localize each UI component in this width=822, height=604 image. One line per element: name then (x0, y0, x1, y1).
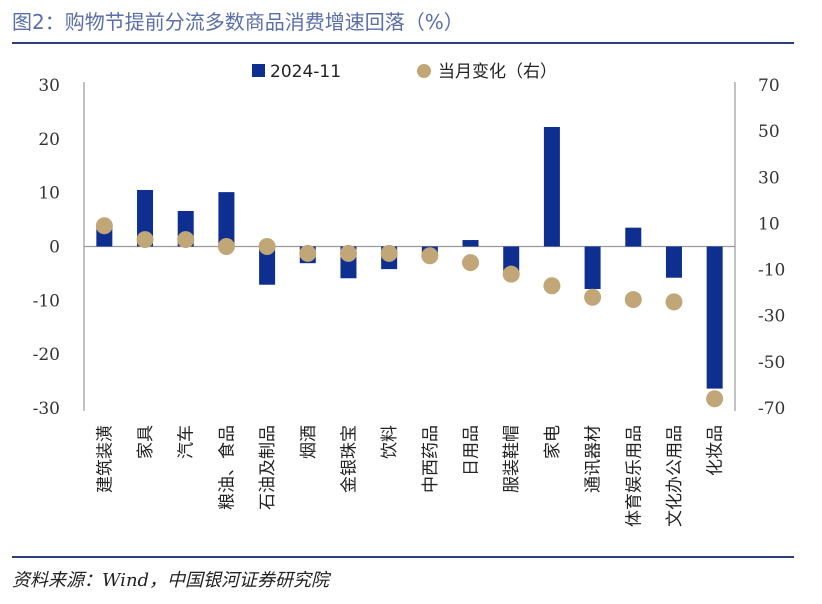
category-label: 汽车 (177, 425, 197, 459)
bar-13 (625, 227, 642, 247)
dot-12 (584, 288, 602, 306)
bar-11 (543, 126, 560, 247)
category-label: 化妆品 (706, 425, 726, 476)
dot-3 (217, 238, 235, 255)
dot-9 (462, 254, 480, 272)
bar-9 (462, 240, 479, 247)
left-tick-label: 20 (38, 130, 60, 150)
category-label: 体育娱乐用品 (624, 425, 644, 527)
legend: 2024-11 当月变化（右） (252, 62, 557, 82)
dot-10 (502, 265, 520, 283)
bar-12 (584, 246, 601, 290)
source-note: 资料来源：Wind，中国银河证券研究院 (12, 570, 330, 591)
dot-11 (543, 277, 561, 295)
dot-7 (380, 244, 398, 262)
left-tick-label: -20 (33, 345, 60, 365)
legend-dot-label: 当月变化（右） (438, 62, 557, 82)
right-tick-label: 30 (758, 168, 780, 188)
tick-labels: 30 20 10 0 -10 -20 -30 70 50 30 10 -10 -30 -50 -70 (33, 76, 786, 419)
bar-14 (665, 246, 682, 278)
bar-10 (503, 246, 520, 272)
legend-bar-label: 2024-11 (270, 62, 341, 82)
dot-8 (421, 247, 439, 265)
dot-5 (299, 244, 317, 262)
right-tick-label: 50 (758, 122, 780, 142)
bar-4 (259, 246, 276, 285)
source-rule (12, 556, 794, 558)
left-tick-label: 30 (38, 76, 60, 96)
dot-13 (624, 291, 642, 309)
category-label: 粮油、食品 (217, 425, 237, 510)
dot-6 (339, 244, 357, 262)
title-rule (12, 42, 794, 44)
category-label: 通讯器材 (584, 425, 604, 493)
right-tick-label: -10 (758, 261, 785, 281)
category-label: 建筑装潢 (95, 425, 115, 493)
bar-3 (218, 192, 235, 247)
right-tick-label: -70 (758, 399, 785, 419)
dot-15 (706, 390, 724, 408)
category-label: 服装鞋帽 (502, 425, 522, 493)
category-label: 日用品 (462, 425, 482, 476)
category-label: 家电 (543, 425, 563, 459)
dot-1 (136, 231, 154, 249)
right-tick-label: 70 (758, 76, 780, 96)
left-tick-label: 0 (49, 238, 60, 258)
dot-14 (665, 293, 683, 311)
category-label: 烟酒 (299, 425, 319, 459)
dot-0 (95, 217, 113, 235)
left-tick-label: 10 (38, 184, 60, 204)
legend-dot-swatch (417, 64, 431, 78)
dot-4 (258, 238, 276, 255)
right-tick-label: -50 (758, 353, 785, 373)
left-tick-label: -30 (33, 399, 60, 419)
left-tick-label: -10 (33, 291, 60, 311)
right-tick-label: -30 (758, 307, 785, 327)
dot-series (95, 217, 724, 408)
category-label: 文化办公用品 (665, 425, 685, 527)
legend-bar-swatch (252, 64, 265, 77)
category-label: 金银珠宝 (339, 425, 359, 493)
chart-title: 图2：购物节提前分流多数商品消费增速回落（%） (12, 10, 464, 34)
dot-2 (177, 231, 195, 249)
category-label: 家具 (136, 425, 156, 459)
bar-series (96, 126, 723, 389)
right-tick-label: 10 (758, 214, 780, 234)
bar-15 (706, 246, 723, 389)
category-label: 中西药品 (421, 425, 441, 493)
category-label: 石油及制品 (258, 425, 278, 510)
category-labels: 建筑装潢 家具 汽车 粮油、食品 石油及制品 烟酒 金银珠宝 饮料 中西药品 日用品 服装鞋帽 家电通… (95, 425, 725, 527)
category-label: 饮料 (380, 425, 400, 459)
